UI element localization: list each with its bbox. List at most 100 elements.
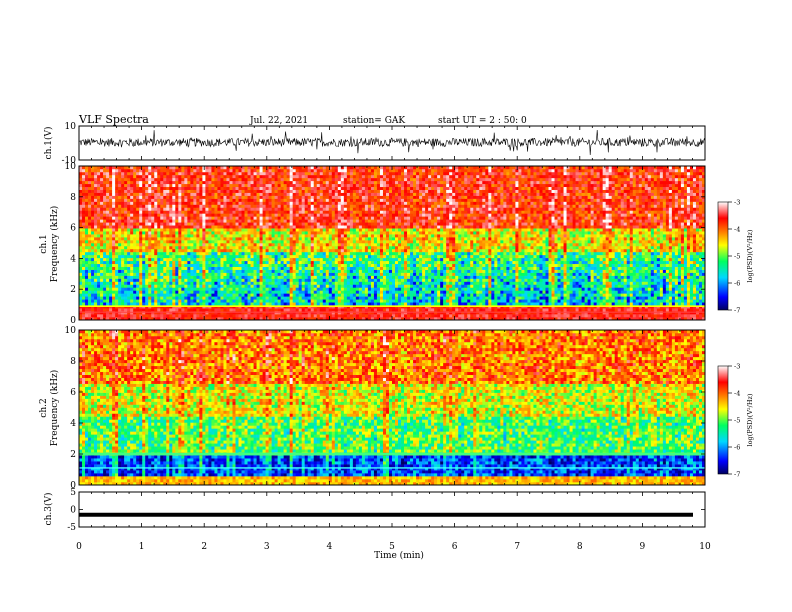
ch1-spectrogram-cell xyxy=(304,192,309,196)
ch1-spectrogram-cell xyxy=(349,269,354,273)
ch1-spectrogram-cell xyxy=(352,272,357,276)
ch1-spectrogram-cell xyxy=(139,251,143,256)
ch1-spectrogram-cell xyxy=(217,189,221,193)
ch1-spectrogram-cell xyxy=(313,171,318,176)
ch1-spectrogram-cell xyxy=(130,231,134,235)
ch1-spectrogram-cell xyxy=(142,210,146,214)
ch1-spectrogram-cell xyxy=(112,254,116,259)
ch1-spectrogram-cell xyxy=(244,195,248,199)
ch1-spectrogram-cell xyxy=(256,168,260,173)
ch1-spectrogram-cell xyxy=(250,225,254,229)
ch1-spectrogram-cell xyxy=(235,192,239,196)
ch1-spectrogram-cell xyxy=(349,266,354,270)
ch1-spectrogram-cell xyxy=(334,287,339,291)
ch1-spectrogram-cell xyxy=(289,284,293,288)
ch1-spectrogram-cell xyxy=(346,308,351,312)
ch1-spectrogram-cell xyxy=(337,219,342,223)
ch1-spectrogram-cell xyxy=(199,266,203,270)
ch1-spectrogram-cell xyxy=(349,216,354,220)
ch1-spectrogram-cell xyxy=(193,278,197,282)
ch1-spectrogram-cell xyxy=(226,248,230,253)
ch1-spectrogram-cell xyxy=(325,219,330,223)
ch1-spectrogram-cell xyxy=(322,207,327,211)
ch1-spectrogram-cell xyxy=(316,204,321,208)
ch1-spectrogram-cell xyxy=(232,243,236,247)
ch1-spectrogram-cell xyxy=(172,314,176,318)
ch1-spectrogram-cell xyxy=(256,257,260,262)
ch1-spectrogram-cell xyxy=(355,213,360,217)
ch1-spectrogram-cell xyxy=(316,168,321,173)
ch1-spectrogram-cell xyxy=(271,210,275,214)
ch1-spectrogram-cell xyxy=(310,207,315,211)
ch1-spectrogram-cell xyxy=(97,225,101,229)
ch1-spectrogram-cell xyxy=(274,168,278,173)
ch1-spectrogram-cell xyxy=(202,257,206,262)
ch1-spectrogram-cell xyxy=(343,207,348,211)
ch1-spectrogram-cell xyxy=(148,195,152,199)
ch1-spectrogram-cell xyxy=(85,248,89,253)
ch1-spectrogram-cell xyxy=(223,263,227,267)
ch1-spectrogram-cell xyxy=(145,314,149,318)
ch1-spectrogram-cell xyxy=(247,180,251,185)
ch1-spectrogram-cell xyxy=(130,234,134,238)
ch1-spectrogram-cell xyxy=(274,201,278,205)
ch1-spectrogram-cell xyxy=(205,293,209,297)
ch1-spectrogram-cell xyxy=(166,275,170,279)
ch1-spectrogram-cell xyxy=(277,296,281,300)
ch1-spectrogram-cell xyxy=(214,198,218,202)
ch1-spectrogram-cell xyxy=(322,266,327,270)
ch1-spectrogram-cell xyxy=(82,174,86,179)
ch1-spectrogram-cell xyxy=(331,213,336,217)
ch1-spectrogram-cell xyxy=(295,192,299,196)
ch1-spectrogram-cell xyxy=(295,216,299,220)
ch1-spectrogram-cell xyxy=(193,228,197,232)
ch1-spectrogram-cell xyxy=(139,207,143,211)
ch1-spectrogram-cell xyxy=(286,210,290,214)
ch1-spectrogram-cell xyxy=(133,192,137,196)
ch1-spectrogram-cell xyxy=(145,183,149,188)
ch1-spectrogram-cell xyxy=(115,266,119,270)
ch1-spectrogram-cell xyxy=(229,272,233,276)
ch1-spectrogram-cell xyxy=(196,254,200,259)
ch1-spectrogram-cell xyxy=(319,189,324,193)
station-label: station= GAK xyxy=(343,116,405,126)
ch1-spectrogram-cell xyxy=(202,245,206,250)
ch1-spectrogram-cell xyxy=(334,204,339,208)
ch1-spectrogram-cell xyxy=(322,317,327,321)
ch1-spectrogram-cell xyxy=(304,260,309,265)
ch1-spectrogram-cell xyxy=(127,219,131,223)
ch1-spectrogram-cell xyxy=(253,195,257,199)
ch1-spectrogram-cell xyxy=(199,272,203,276)
ch1-spectrogram-cell xyxy=(229,189,233,193)
ch1-spectrogram-cell xyxy=(340,281,345,285)
ch1-spectrogram-cell xyxy=(103,183,107,188)
ch1-spectrogram-cell xyxy=(307,275,312,279)
ch1-spectrogram-cell xyxy=(331,260,336,265)
ch1-spectrogram-cell xyxy=(301,302,306,306)
ch1-spectrogram-cell xyxy=(193,166,197,170)
ch1-spectrogram-cell xyxy=(133,269,137,273)
ch1-spectrogram-cell xyxy=(223,254,227,259)
ch1-spectrogram-cell xyxy=(268,243,272,247)
ch1-spectrogram-cell xyxy=(340,284,345,288)
ch1-spectrogram-cell xyxy=(136,222,140,226)
ch1-spectrogram-cell xyxy=(205,275,209,279)
ch1-spectrogram-cell xyxy=(280,171,284,176)
ch1-spectrogram-cell xyxy=(244,257,248,262)
ch1-spectrogram-cell xyxy=(328,213,333,217)
ch1-spectrogram-cell xyxy=(169,240,173,244)
ch1-spectrogram-cell xyxy=(322,186,327,190)
ch1-spectrogram-cell xyxy=(220,237,224,241)
ch1-spectrogram-cell xyxy=(328,210,333,214)
ch1-spectrogram-cell xyxy=(352,228,357,232)
ch1-spectrogram-cell xyxy=(289,266,293,270)
ch1-spectrogram-cell xyxy=(205,213,209,217)
ch1-spectrogram-cell xyxy=(109,257,113,262)
ch1-spectrogram-cell xyxy=(115,240,119,244)
ch1-spectrogram-cell xyxy=(343,186,348,190)
ch1-spectrogram-cell xyxy=(157,281,161,285)
ch1-spectrogram-cell xyxy=(154,213,158,217)
ch1-spectrogram-cell xyxy=(139,213,143,217)
ch1-spectrogram-cell xyxy=(313,231,318,235)
ch1-spectrogram-cell xyxy=(298,180,303,185)
